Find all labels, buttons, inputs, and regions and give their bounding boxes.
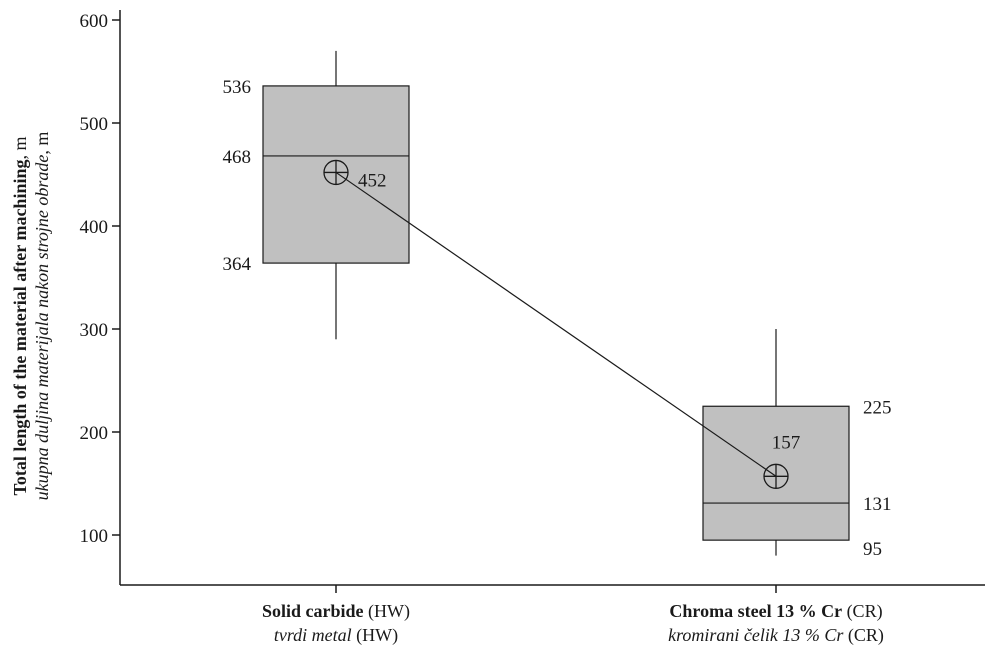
y-axis-title-secondary: ukupna duljina materijala nakon strojne … — [32, 155, 52, 501]
y-tick-label: 500 — [80, 114, 109, 135]
y-tick-label: 100 — [80, 526, 109, 547]
box-1: 536 468 364 452 — [223, 50, 410, 340]
y-axis-title-line2: ukupna duljina materijala nakon strojne … — [32, 132, 52, 501]
y-axis-title-secondary-unit: , m — [32, 132, 52, 155]
y-axis-ticks: 100 200 300 400 500 600 — [80, 11, 777, 593]
category-sublabel-1: tvrdi metal (HW) — [274, 625, 398, 646]
label-q3: 536 — [223, 77, 252, 98]
mean-connector-line — [335, 171, 777, 477]
label-mean: 452 — [358, 170, 387, 191]
category-name: Chroma steel 13 % Cr — [669, 601, 842, 621]
mean-marker-2 — [763, 463, 789, 489]
label-q1: 95 — [863, 539, 882, 560]
category-translation-code: (HW) — [352, 625, 398, 646]
box-group: 536 468 364 452 225 131 95 157 — [223, 50, 892, 560]
y-axis-title-main: Total length of the material after machi… — [10, 160, 30, 496]
box-2: 225 131 95 157 — [702, 329, 892, 560]
category-name: Solid carbide — [262, 601, 364, 621]
label-median: 468 — [223, 147, 252, 168]
category-translation: kromirani čelik 13 % Cr — [668, 625, 844, 645]
category-translation: tvrdi metal — [274, 625, 352, 645]
category-code: (CR) — [842, 601, 883, 622]
label-mean: 157 — [772, 432, 801, 453]
category-label-2: Chroma steel 13 % Cr (CR) — [669, 601, 882, 622]
y-tick-label: 200 — [80, 423, 109, 444]
y-tick-label: 400 — [80, 217, 109, 238]
label-q1: 364 — [223, 254, 252, 275]
category-label-1: Solid carbide (HW) — [262, 601, 410, 622]
x-axis-category-labels: Solid carbide (HW)tvrdi metal (HW)Chroma… — [262, 601, 884, 646]
mean-marker-1 — [323, 159, 349, 186]
y-tick-label: 300 — [80, 320, 109, 341]
category-translation-code: (CR) — [843, 625, 884, 646]
label-median: 131 — [863, 494, 892, 515]
y-axis-title-line1: Total length of the material after machi… — [10, 137, 30, 496]
y-axis-title: Total length of the material after machi… — [10, 132, 52, 501]
label-q3: 225 — [863, 397, 892, 418]
y-tick-label: 600 — [80, 11, 109, 32]
y-axis-title-main-unit: , m — [10, 137, 30, 160]
category-sublabel-2: kromirani čelik 13 % Cr (CR) — [668, 625, 884, 646]
category-code: (HW) — [364, 601, 410, 622]
